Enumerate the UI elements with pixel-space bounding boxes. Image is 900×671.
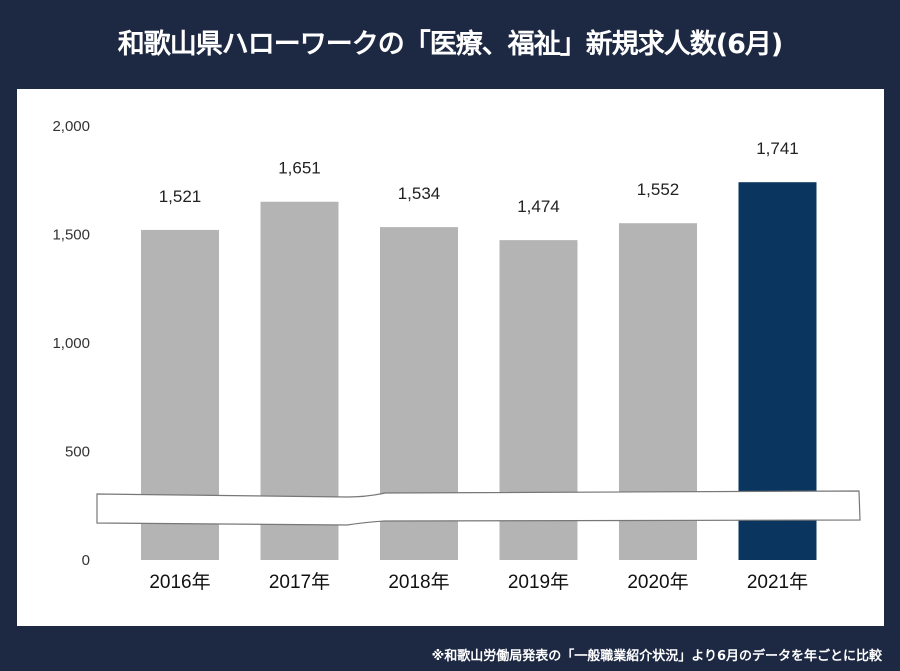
x-tick-label: 2016年: [149, 571, 210, 593]
bar-chart: 0 500 1,000 1,500 2,000 1,521 2016年 1,651 2017年 1…: [52, 118, 861, 593]
y-tick-label: 0: [82, 552, 90, 569]
chart-panel: 0 500 1,000 1,500 2,000 1,521 2016年 1,651 2017年 1…: [17, 89, 884, 626]
footnote: ※和歌山労働局発表の「一般職業紹介状況」より6月のデータを年ごとに比較: [431, 649, 882, 664]
x-tick-label: 2018年: [388, 571, 449, 593]
chart-title: 和歌山県ハローワークの「医療、福祉」新規求人数(6月): [117, 29, 783, 60]
x-tick-label: 2020年: [627, 571, 688, 593]
x-tick-label: 2017年: [269, 571, 330, 593]
data-label: 1,474: [517, 197, 560, 216]
y-tick-label: 500: [65, 444, 90, 461]
data-label: 1,521: [159, 187, 202, 206]
y-tick-label: 1,000: [52, 335, 90, 352]
x-tick-label: 2021年: [747, 571, 808, 593]
data-label: 1,651: [278, 159, 321, 178]
data-label: 1,741: [756, 139, 799, 158]
axis-break-band: [96, 490, 861, 526]
data-label: 1,552: [637, 180, 680, 199]
data-label: 1,534: [398, 184, 441, 203]
y-tick-label: 1,500: [52, 227, 90, 244]
y-tick-label: 2,000: [52, 118, 90, 135]
x-tick-label: 2019年: [508, 571, 569, 593]
